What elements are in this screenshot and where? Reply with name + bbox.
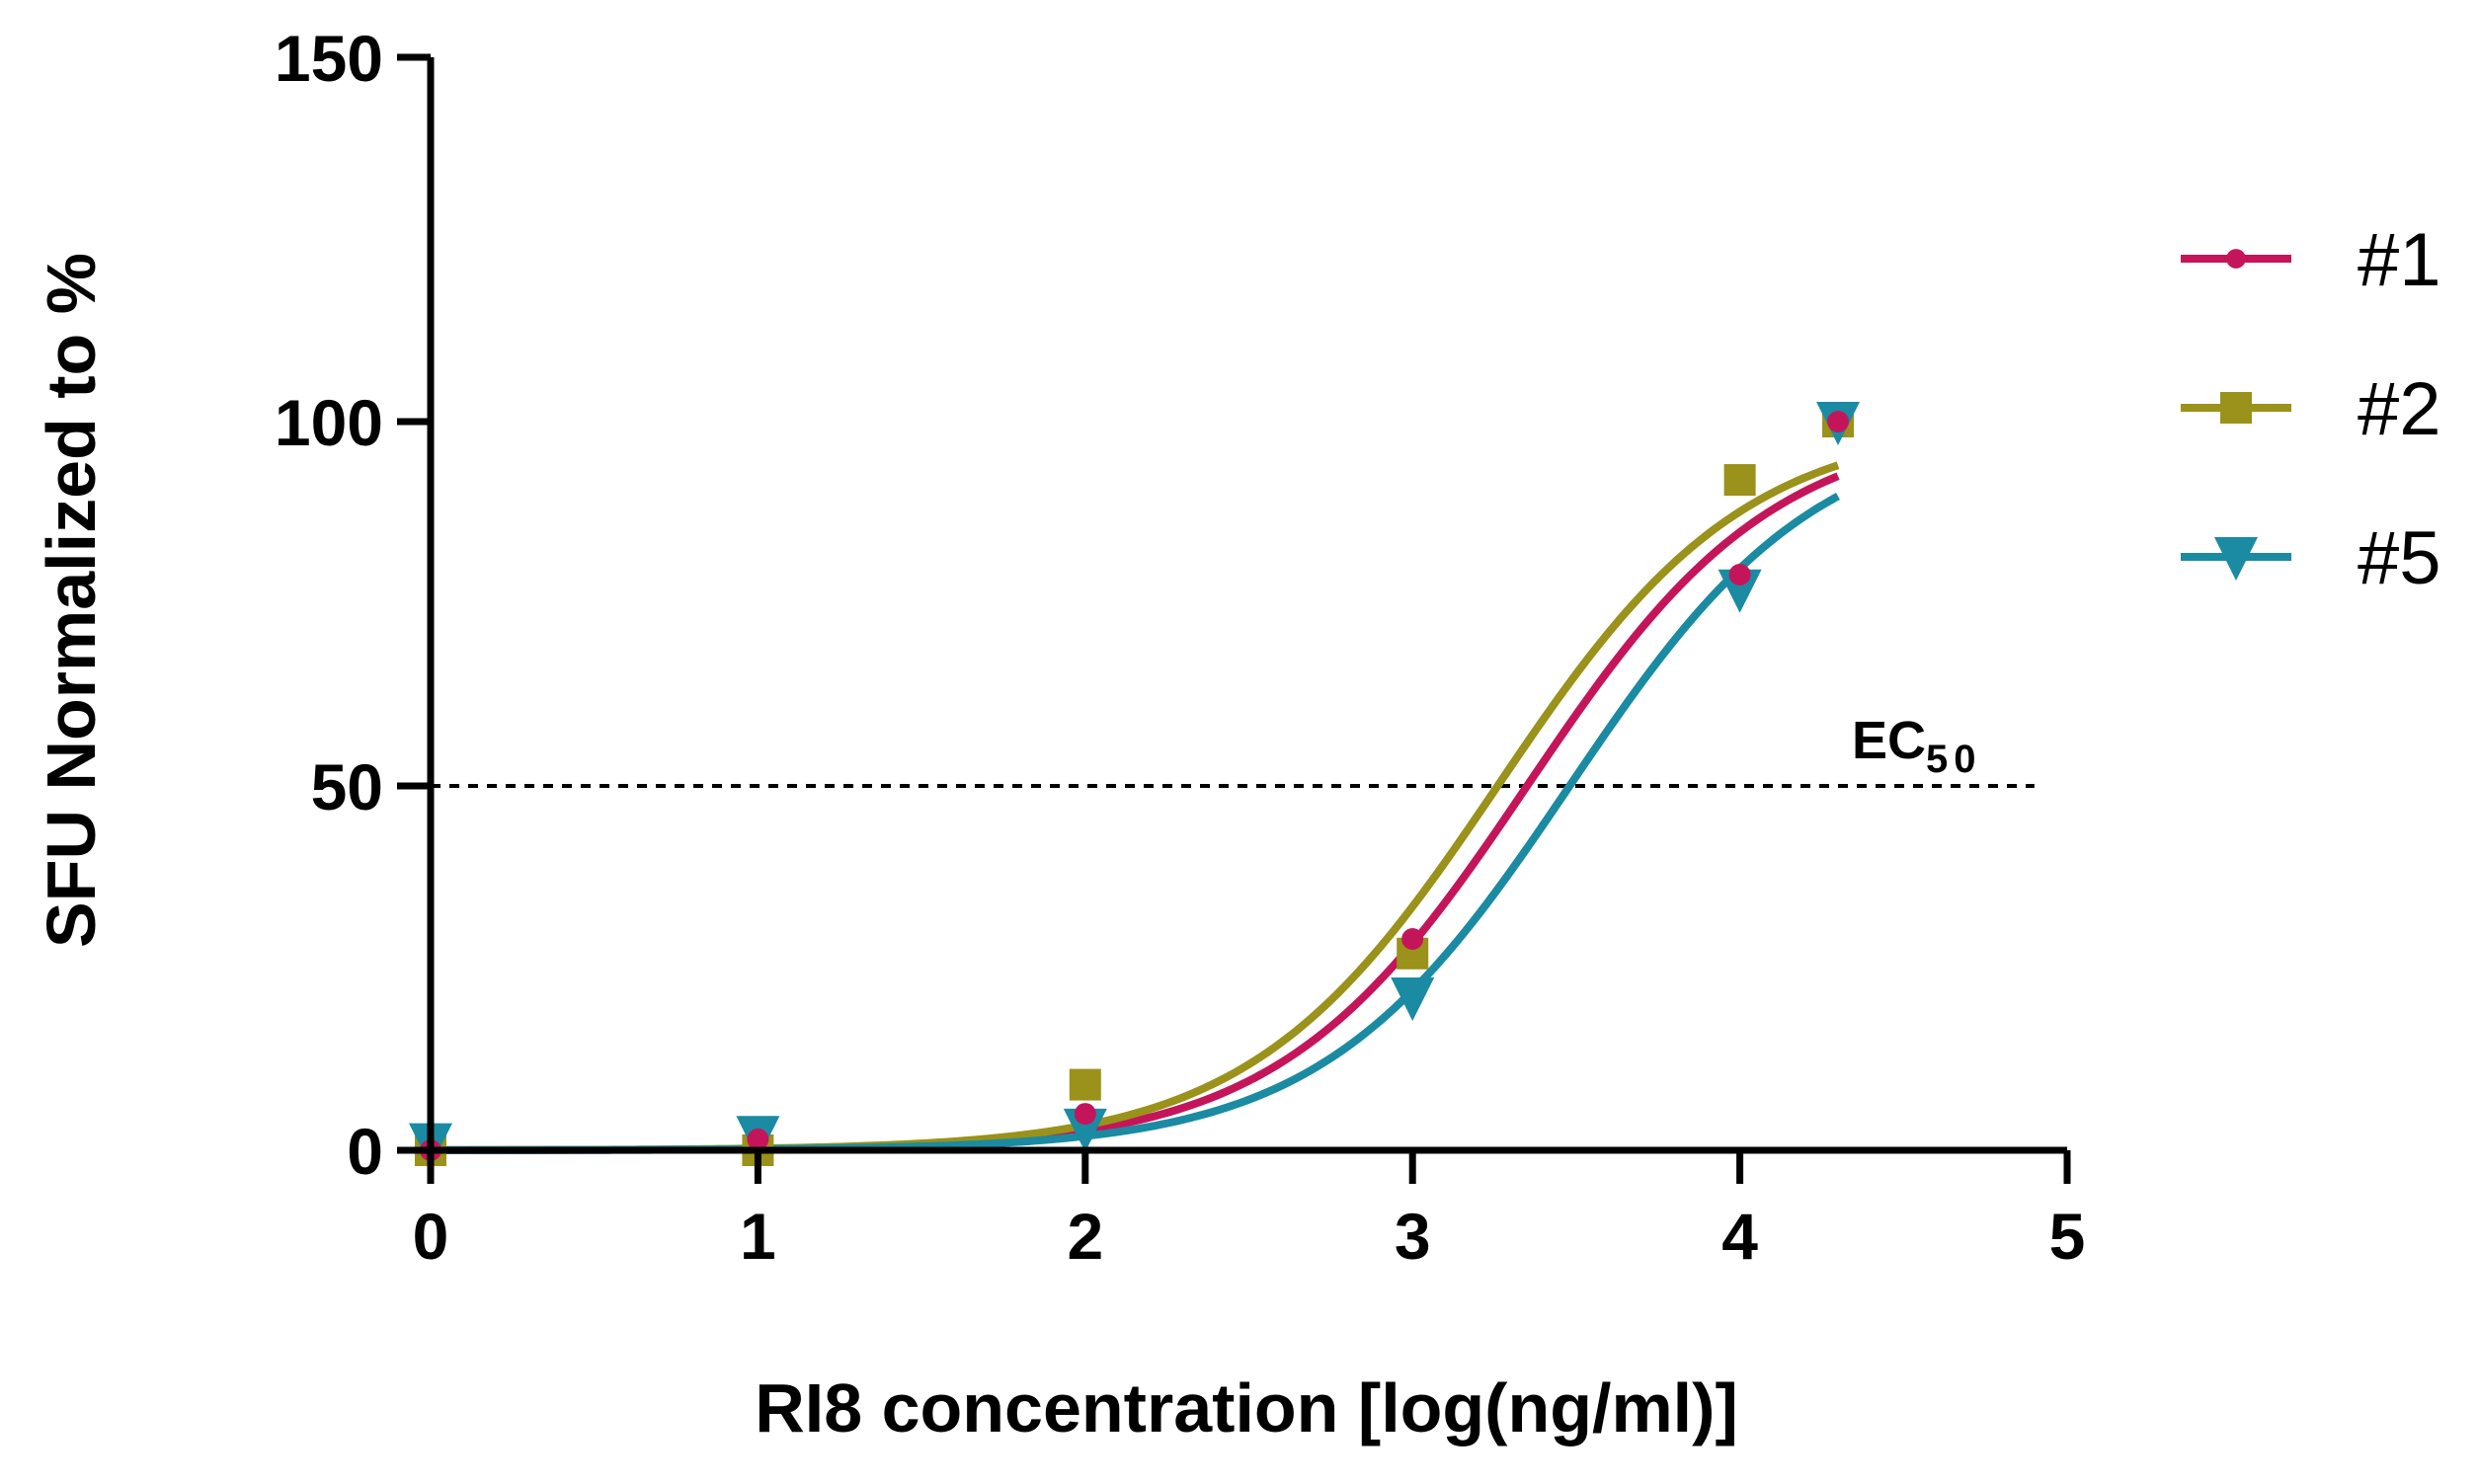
data-point-series-5	[1063, 1108, 1107, 1152]
ec50-label: EC50	[1852, 711, 1982, 781]
x-axis-title: RI8 concentration [log(ng/ml)]	[755, 1369, 1738, 1446]
y-tick-label: 150	[275, 22, 383, 95]
fit-curve-series-5	[430, 493, 1840, 1154]
y-tick-label: 0	[347, 1115, 383, 1188]
x-tick-label: 0	[413, 1200, 449, 1273]
data-point-series-1	[1728, 563, 1751, 586]
y-axis-title: SFU Normalized to %	[33, 253, 110, 948]
y-tick-label: 100	[275, 386, 383, 459]
legend-marker-series-5	[2214, 537, 2258, 581]
axes-group	[397, 53, 2071, 1184]
x-tick-label: 5	[2049, 1200, 2086, 1273]
data-point-series-1	[1074, 1103, 1096, 1126]
data-point-series-2	[1723, 464, 1756, 497]
data-point-series-2	[1069, 1068, 1101, 1101]
x-tick-label: 2	[1067, 1200, 1103, 1273]
data-point-series-1	[1827, 411, 1850, 432]
legend-label: #1	[2358, 218, 2441, 302]
legend: #1 #2 #5	[2181, 218, 2441, 600]
ec50-label-main: EC	[1852, 711, 1926, 770]
legend-label: #5	[2358, 516, 2441, 600]
y-tick-label: 50	[311, 750, 383, 823]
legend-label: #2	[2358, 367, 2441, 451]
data-point-series-1	[1401, 927, 1424, 950]
data-point-series-5	[1391, 977, 1435, 1022]
x-tick-label: 3	[1395, 1200, 1431, 1273]
legend-marker-series-1	[2226, 249, 2246, 269]
fit-curve-series-2	[430, 461, 1840, 1154]
data-point-series-5	[1718, 569, 1762, 613]
legend-marker-series-2	[2220, 392, 2252, 424]
x-tick-label: 1	[740, 1200, 776, 1273]
data-point-series-1	[747, 1128, 769, 1150]
x-tick-label: 4	[1721, 1200, 1758, 1273]
fit-curve-series-1	[430, 472, 1840, 1154]
fit-curves-group	[430, 461, 1840, 1154]
ec50-label-subscript: 50	[1926, 738, 1982, 781]
